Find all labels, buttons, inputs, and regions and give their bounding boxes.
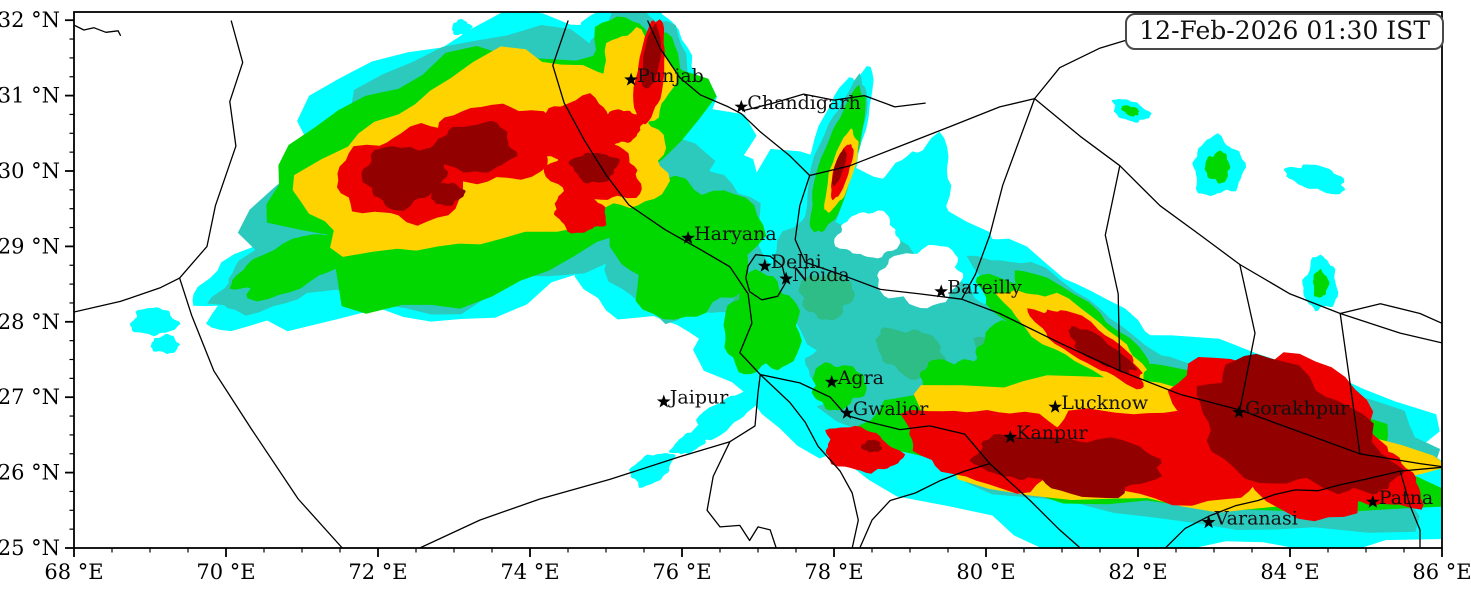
y-tick-label: 27 °N bbox=[0, 385, 60, 409]
fog-region-level-4 bbox=[609, 175, 767, 320]
fog-region-level-7 bbox=[425, 120, 518, 173]
x-tick-label: 86 °E bbox=[1412, 560, 1471, 584]
boundary-border-topleft bbox=[74, 24, 122, 36]
fog-region-level-7 bbox=[861, 439, 883, 453]
fog-region-level-1 bbox=[129, 307, 181, 337]
y-tick-label: 32 °N bbox=[0, 8, 60, 32]
fog-region-level-1 bbox=[451, 18, 473, 36]
city-star-patna bbox=[1366, 494, 1380, 508]
boundary-bihar-line bbox=[1399, 470, 1421, 548]
fog-region-level-4 bbox=[1120, 105, 1140, 117]
city-label-gorakhpur: Gorakhpur bbox=[1245, 397, 1350, 419]
city-label-kanpur: Kanpur bbox=[1016, 422, 1088, 444]
city-label-agra: Agra bbox=[837, 367, 884, 389]
fog-region-level-1 bbox=[668, 427, 706, 455]
fog-region-level-4 bbox=[723, 269, 802, 375]
y-tick-label: 28 °N bbox=[0, 310, 60, 334]
boundary-nepal-east-link bbox=[1339, 303, 1442, 324]
fog-region-level-6 bbox=[831, 144, 854, 201]
boundary-bundelkhand-line bbox=[859, 462, 991, 548]
boundary-rajasthan-mp-link bbox=[729, 373, 761, 443]
fog-region-level-1 bbox=[1283, 164, 1346, 195]
boundary-punjab-haryana-line bbox=[552, 20, 859, 548]
city-label-chandigarh: Chandigarh bbox=[747, 92, 860, 114]
fog-region-level-7 bbox=[969, 434, 1055, 481]
boundary-nepal-west-south bbox=[961, 97, 1442, 468]
city-star-varanasi bbox=[1201, 515, 1216, 529]
city-star-punjab bbox=[624, 72, 638, 86]
boundary-nepal-district-1 bbox=[1104, 165, 1121, 372]
fog-region-level-7 bbox=[1006, 436, 1163, 499]
city-star-lucknow bbox=[1048, 399, 1062, 413]
city-star-gwalior bbox=[840, 405, 854, 419]
x-tick-label: 78 °E bbox=[804, 560, 863, 584]
y-tick-label: 30 °N bbox=[0, 159, 60, 183]
city-star-gorakhpur bbox=[1232, 405, 1246, 419]
city-label-lucknow: Lucknow bbox=[1061, 392, 1149, 414]
city-label-delhi: Delhi bbox=[771, 251, 822, 273]
fog-region-level-4 bbox=[1312, 268, 1330, 298]
city-label-varanasi: Varanasi bbox=[1214, 507, 1298, 529]
city-label-noida: Noida bbox=[792, 264, 850, 286]
fog-region-level-7 bbox=[361, 146, 449, 211]
y-tick-label: 26 °N bbox=[0, 461, 60, 485]
city-label-gwalior: Gwalior bbox=[853, 398, 929, 420]
boundary-rajasthan-mp bbox=[419, 441, 777, 548]
boundary-pakistan-border-west bbox=[178, 20, 343, 548]
city-label-haryana: Haryana bbox=[694, 223, 777, 245]
x-tick-label: 76 °E bbox=[652, 560, 711, 584]
x-tick-label: 70 °E bbox=[196, 560, 255, 584]
boundary-nepal-mid-ridge bbox=[1033, 97, 1442, 344]
x-tick-label: 74 °E bbox=[500, 560, 559, 584]
y-tick-label: 25 °N bbox=[0, 536, 60, 560]
fog-region-level-0 bbox=[834, 210, 901, 259]
city-star-jaipur bbox=[656, 394, 671, 408]
x-tick-label: 84 °E bbox=[1260, 560, 1319, 584]
fog-region-level-7 bbox=[1068, 325, 1138, 374]
y-tick-label: 31 °N bbox=[0, 84, 60, 108]
fog-region-level-4 bbox=[811, 362, 867, 411]
city-star-bareilly bbox=[934, 284, 948, 298]
fog-region-level-6 bbox=[598, 109, 646, 144]
city-label-bareilly: Bareilly bbox=[947, 277, 1022, 299]
plot-area bbox=[74, 12, 1442, 548]
x-tick-label: 68 °E bbox=[44, 560, 103, 584]
boundary-up-north-border bbox=[804, 261, 963, 300]
boundary-border-left bbox=[74, 277, 181, 313]
x-tick-label: 82 °E bbox=[1108, 560, 1167, 584]
city-label-punjab: Punjab bbox=[637, 65, 704, 87]
fog-region-level-4 bbox=[1204, 150, 1231, 184]
boundary-himalaya-front bbox=[809, 97, 1036, 177]
boundary-nepal-district-3 bbox=[1339, 312, 1361, 455]
boundary-mp-line bbox=[759, 373, 1081, 548]
x-tick-label: 80 °E bbox=[956, 560, 1015, 584]
boundary-himachal-east-line bbox=[742, 93, 926, 112]
city-label-jaipur: Jaipur bbox=[668, 387, 729, 409]
city-star-kanpur bbox=[1003, 430, 1018, 443]
fog-region-level-6 bbox=[553, 189, 607, 234]
y-tick-label: 29 °N bbox=[0, 234, 60, 258]
fog-region-level-1 bbox=[689, 390, 765, 446]
city-star-haryana bbox=[681, 230, 695, 244]
city-star-delhi bbox=[758, 258, 772, 272]
boundary-delhi-loop bbox=[745, 254, 787, 301]
city-star-agra bbox=[824, 374, 839, 388]
city-star-chandigarh bbox=[734, 99, 749, 113]
fog-region-level-7 bbox=[429, 182, 466, 206]
boundary-himachal-line bbox=[647, 20, 811, 263]
timestamp-label: 12-Feb-2026 01:30 IST bbox=[1139, 16, 1430, 45]
x-tick-label: 72 °E bbox=[348, 560, 407, 584]
fog-region-level-3 bbox=[798, 273, 855, 321]
city-label-patna: Patna bbox=[1379, 487, 1433, 509]
fog-region-level-7 bbox=[1315, 437, 1404, 495]
timestamp-box: 12-Feb-2026 01:30 IST bbox=[1125, 13, 1444, 50]
boundary-ganges-line bbox=[1164, 466, 1442, 548]
city-star-noida bbox=[779, 271, 793, 285]
axes: 68 °E 70 °E 72 °E 74 °E 76 °E 78 °E 80 °E 82 °E… bbox=[0, 8, 1471, 584]
fog-region-level-1 bbox=[150, 333, 181, 354]
boundary-nepal-district-2 bbox=[1239, 263, 1256, 411]
